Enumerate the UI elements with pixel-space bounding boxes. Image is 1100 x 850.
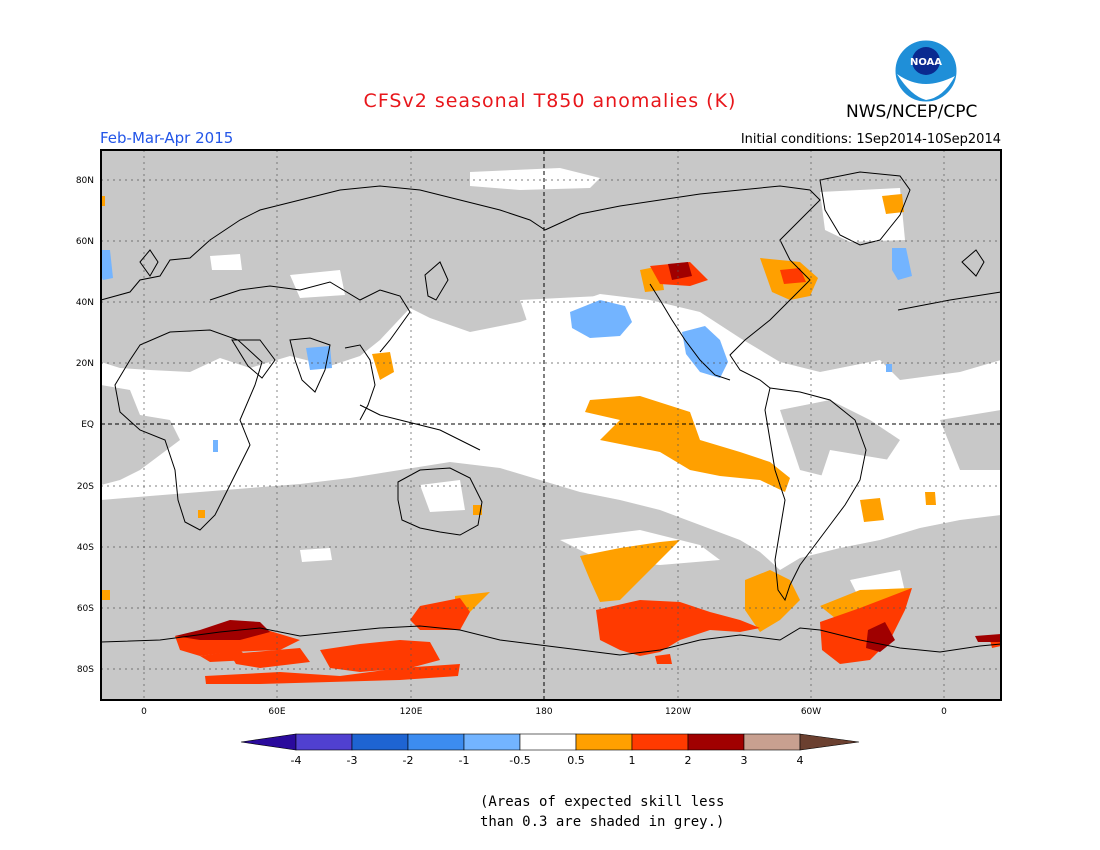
lon-label: 0	[141, 707, 147, 717]
negative-anomaly-05-1	[101, 248, 912, 452]
legend-swatch	[687, 733, 745, 751]
agency-label: NWS/NCEP/CPC	[846, 102, 978, 122]
footnote-line: than 0.3 are shaded in grey.)	[480, 814, 725, 830]
legend-label: 0.5	[567, 754, 585, 767]
legend-label: 1	[629, 754, 636, 767]
logo-text: NOAA	[910, 57, 942, 68]
positive-anomaly-1-2	[175, 262, 1001, 684]
lon-label: 0	[941, 707, 947, 717]
positive-anomaly-05-1	[101, 194, 936, 632]
map-frame	[100, 149, 1002, 701]
legend-swatch	[463, 733, 521, 751]
initial-conditions: Initial conditions: 1Sep2014-10Sep2014	[740, 132, 1001, 147]
lat-label: 40S	[77, 543, 94, 553]
legend-swatch	[799, 733, 860, 751]
legend-swatch	[575, 733, 633, 751]
color-legend: -4 -3 -2 -1 -0.5 0.5 1 2 3 4	[240, 733, 860, 767]
legend-label: 2	[685, 754, 692, 767]
lon-label: 60E	[268, 707, 285, 717]
coastlines	[100, 171, 1002, 656]
legend-swatch	[240, 733, 297, 751]
legend-swatch	[743, 733, 801, 751]
legend-swatch	[351, 733, 409, 751]
lat-label: 60S	[77, 604, 94, 614]
season-label: Feb-Mar-Apr 2015	[100, 129, 234, 147]
legend-label: -0.5	[509, 754, 530, 767]
equator-dateline	[101, 150, 1001, 700]
lat-label: 40N	[76, 298, 94, 308]
legend-label: -4	[291, 754, 302, 767]
lat-label: 20N	[76, 359, 94, 369]
legend-label: -1	[459, 754, 470, 767]
skill-footnote: (Areas of expected skill less than 0.3 ar…	[480, 792, 724, 832]
legend-label: 3	[741, 754, 748, 767]
legend-swatch	[295, 733, 353, 751]
longitude-labels: 0 60E 120E 180 120W 60W 0	[141, 707, 947, 717]
footnote-line: (Areas of expected skill less	[480, 794, 725, 810]
lat-label: 60N	[76, 237, 94, 247]
lon-label: 120W	[665, 707, 691, 717]
lon-label: 60W	[801, 707, 821, 717]
lon-label: 120E	[400, 707, 423, 717]
legend-label: 4	[797, 754, 804, 767]
latitude-labels: 80N 60N 40N 20N EQ 20S 40S 60S 80S	[76, 176, 94, 675]
noaa-logo: NOAA	[894, 39, 958, 103]
lat-label: 20S	[77, 482, 94, 492]
skill-grey-shading	[101, 150, 1001, 700]
legend-label: -3	[347, 754, 358, 767]
legend-swatch	[631, 733, 689, 751]
map-title: CFSv2 seasonal T850 anomalies (K)	[363, 90, 737, 112]
lat-label: EQ	[81, 420, 94, 430]
legend-swatch	[407, 733, 465, 751]
lat-label: 80N	[76, 176, 94, 186]
legend-swatch	[519, 733, 577, 751]
legend-label: -2	[403, 754, 414, 767]
lat-label: 80S	[77, 665, 94, 675]
lon-label: 180	[535, 707, 552, 717]
grid-lines	[101, 150, 1001, 700]
